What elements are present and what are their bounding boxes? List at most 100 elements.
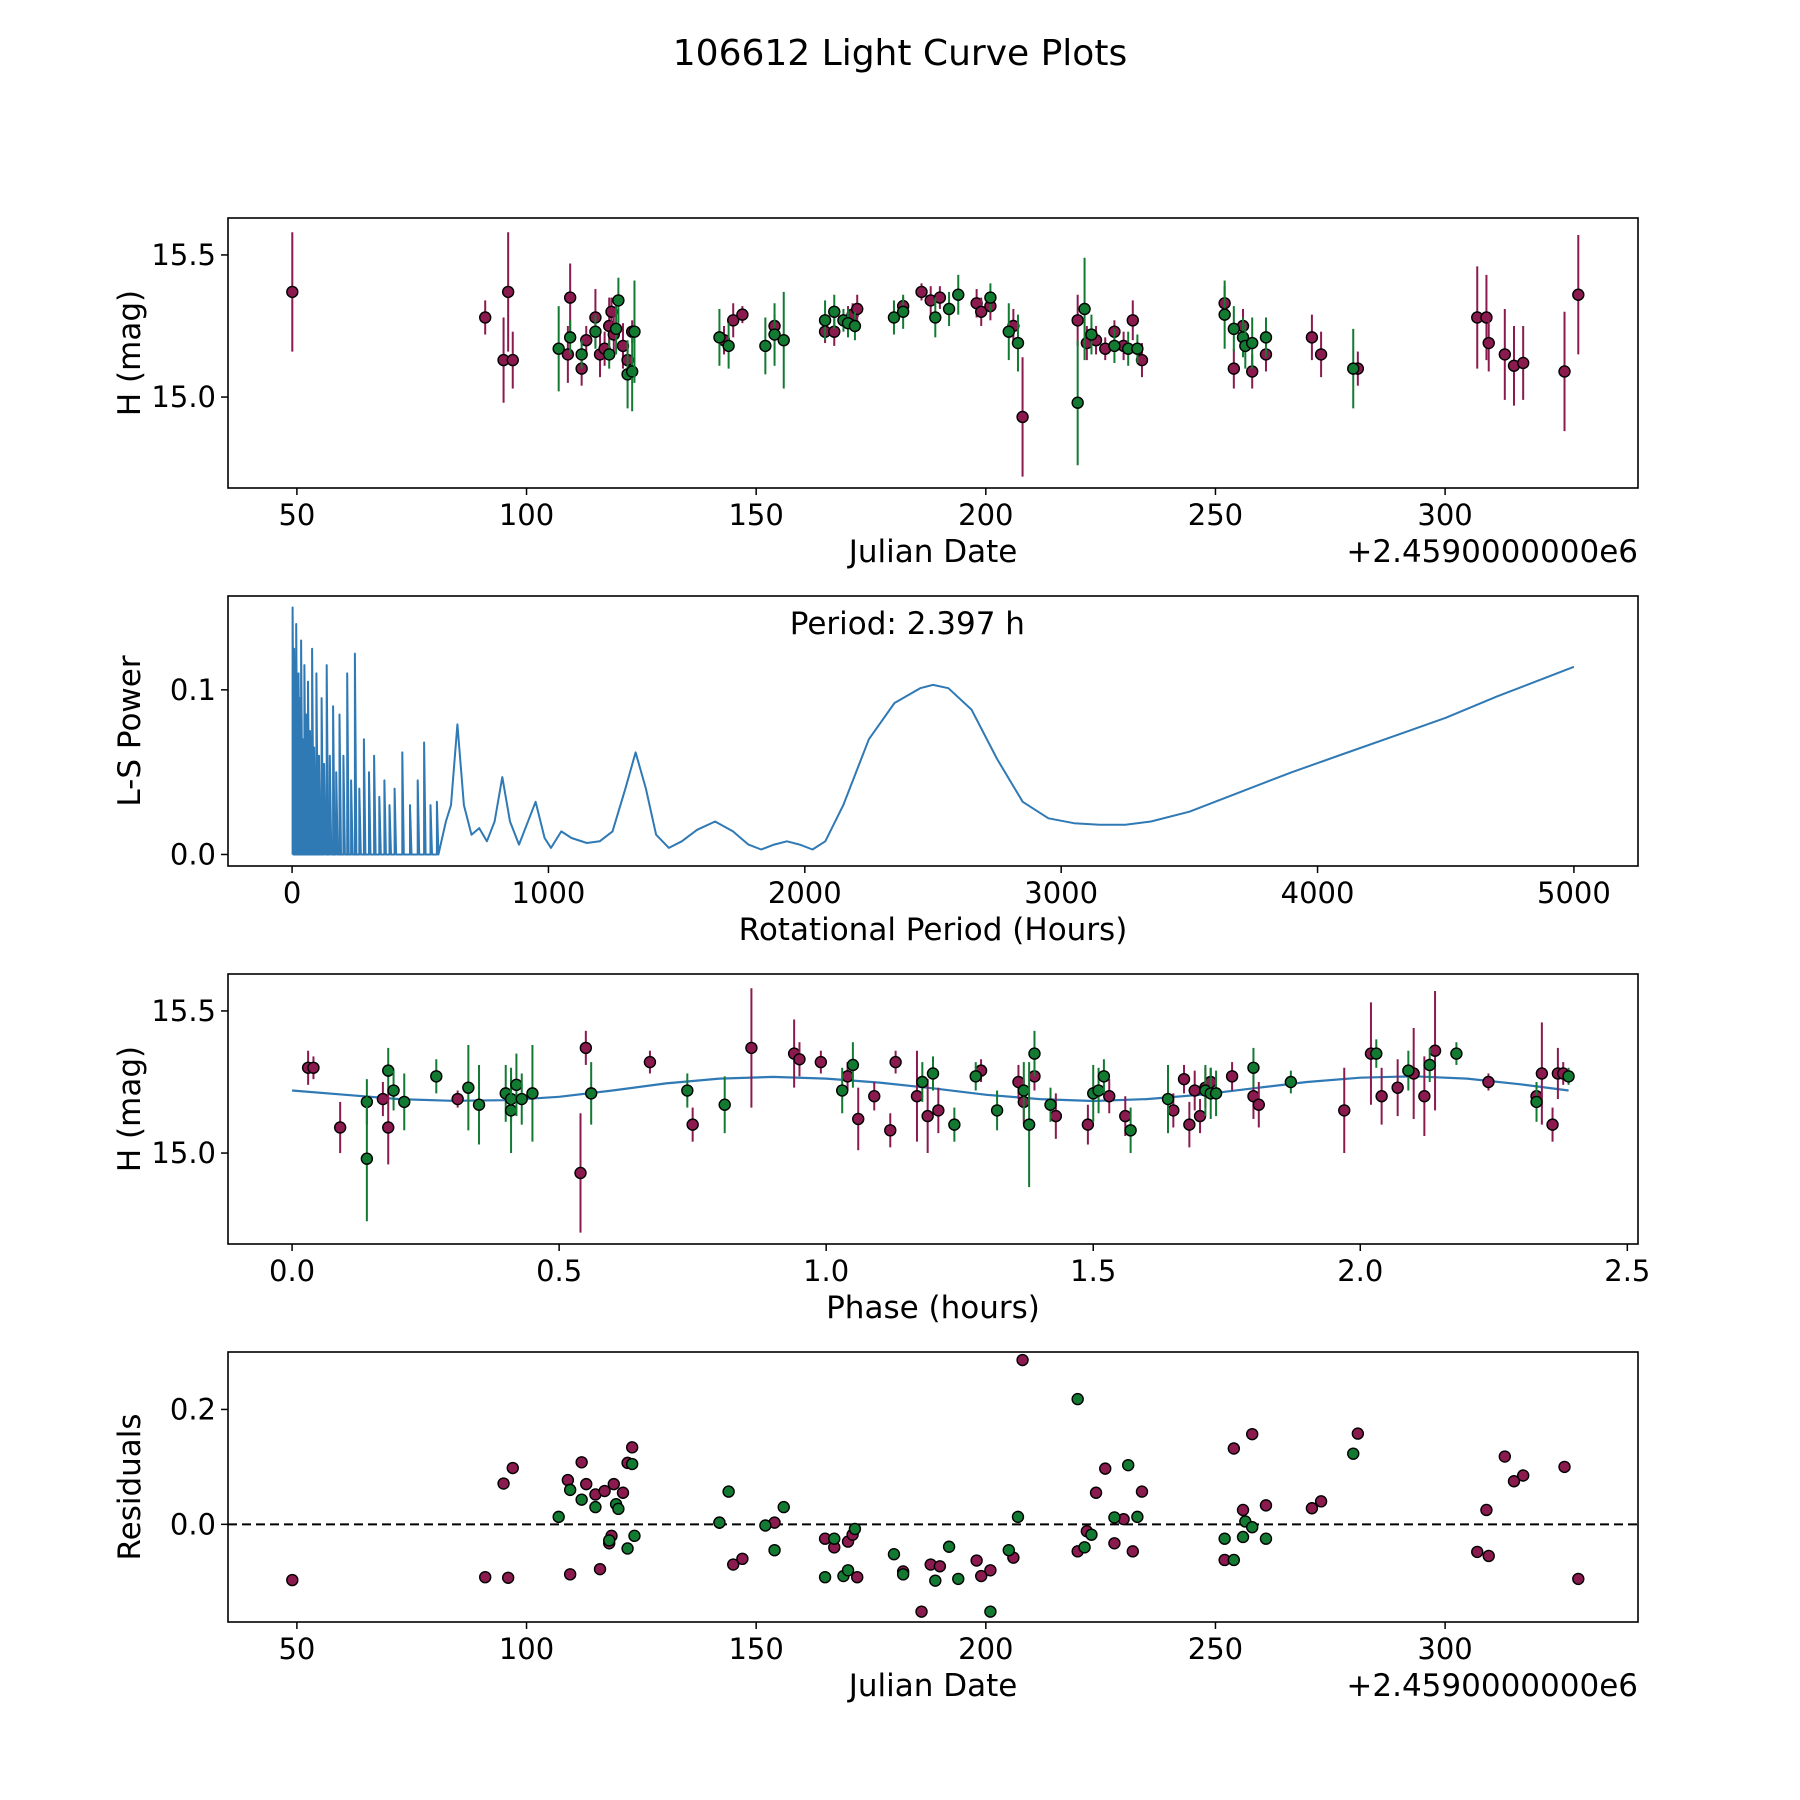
data-point xyxy=(1119,1109,1132,1123)
period-annotation: Period: 2.397 h xyxy=(790,606,1025,642)
data-point xyxy=(1507,1475,1521,1488)
x-tick-label: 150 xyxy=(728,498,783,532)
x-tick-label: 250 xyxy=(1188,498,1243,532)
data-point xyxy=(501,1571,515,1584)
data-point xyxy=(563,1568,577,1581)
x-offset-label: +2.4590000000e6 xyxy=(1346,1668,1638,1704)
residuals-axes-frame xyxy=(227,1351,1639,1623)
y-tick-label: 0.1 xyxy=(170,673,216,707)
x-tick-label: 250 xyxy=(1188,1632,1243,1666)
x-axis-label: Rotational Period (Hours) xyxy=(739,912,1128,948)
data-point xyxy=(777,334,790,347)
x-tick-label: 50 xyxy=(278,1632,315,1666)
x-tick-label: 300 xyxy=(1417,1632,1472,1666)
data-point xyxy=(1099,1462,1112,1475)
data-point xyxy=(478,1570,492,1584)
data-point xyxy=(929,1574,942,1587)
data-point xyxy=(1562,1070,1575,1083)
data-point xyxy=(1017,1084,1030,1097)
data-point xyxy=(609,322,623,336)
power-curve xyxy=(291,606,1575,856)
data-point xyxy=(916,1075,929,1089)
data-point xyxy=(1375,1090,1388,1103)
data-point xyxy=(628,325,641,338)
data-point xyxy=(1516,356,1530,370)
data-point xyxy=(628,1529,641,1543)
data-point xyxy=(1227,1442,1241,1455)
data-point xyxy=(1081,1118,1095,1131)
data-point xyxy=(1071,1392,1084,1406)
data-point xyxy=(1227,362,1241,375)
data-point xyxy=(625,1441,639,1454)
data-point xyxy=(1558,365,1571,378)
x-tick-label: 0 xyxy=(283,876,301,910)
data-point xyxy=(1498,1450,1512,1463)
data-point xyxy=(1089,1486,1103,1499)
data-point xyxy=(589,325,602,338)
data-point xyxy=(1530,1095,1543,1109)
data-point xyxy=(1227,322,1241,336)
data-point xyxy=(563,291,577,304)
x-axis-label: Julian Date xyxy=(847,1668,1018,1704)
data-point xyxy=(603,1534,616,1547)
residuals-marks xyxy=(228,1353,1638,1618)
data-point xyxy=(603,348,616,361)
data-point xyxy=(607,1477,620,1491)
data-point xyxy=(1338,1104,1351,1117)
data-point xyxy=(1126,1545,1139,1558)
data-point xyxy=(1124,1124,1137,1137)
data-point xyxy=(552,1510,565,1524)
data-point xyxy=(1028,1047,1041,1060)
y-axis-label: H (mag) xyxy=(112,1046,148,1172)
data-point xyxy=(984,1564,997,1577)
data-point xyxy=(926,1067,940,1080)
data-point xyxy=(948,1118,961,1131)
data-point xyxy=(451,1092,464,1106)
data-point xyxy=(1246,1427,1259,1441)
data-point xyxy=(1085,328,1098,341)
data-point xyxy=(1011,1510,1025,1524)
data-point xyxy=(1558,1460,1571,1474)
x-tick-label: 1.5 xyxy=(1070,1254,1116,1288)
data-point xyxy=(1480,1503,1493,1517)
data-point xyxy=(887,311,901,324)
phased-panel: 0.0 0.5 1.0 1.5 2.0 2.5 15.0 15.5 Phase (hours) H… xyxy=(112,973,1650,1326)
data-point xyxy=(1071,396,1084,409)
x-tick-label: 100 xyxy=(499,1632,554,1666)
data-point xyxy=(552,342,565,355)
data-point xyxy=(1498,348,1512,361)
data-point xyxy=(952,1572,965,1586)
data-point xyxy=(759,1519,772,1532)
data-point xyxy=(1108,339,1121,353)
x-tick-label: 2.5 xyxy=(1604,1254,1650,1288)
data-point xyxy=(1121,1458,1135,1472)
data-point xyxy=(593,1562,607,1576)
data-point xyxy=(910,1090,924,1103)
lightcurve-axes-frame xyxy=(227,217,1639,489)
data-point xyxy=(846,1058,860,1072)
data-point xyxy=(612,294,625,307)
y-tick-label: 15.0 xyxy=(151,380,216,414)
data-point xyxy=(1535,1067,1549,1080)
data-point xyxy=(1423,1058,1436,1072)
data-point xyxy=(1546,1118,1559,1131)
data-point xyxy=(896,305,910,318)
data-point xyxy=(1183,1118,1196,1131)
data-point xyxy=(915,1605,928,1618)
residuals-panel: 50 100 150 200 250 300 0.0 0.2 Julian Date Residu… xyxy=(112,1351,1639,1704)
data-point xyxy=(727,1558,740,1571)
x-offset-label: +2.4590000000e6 xyxy=(1346,534,1638,570)
data-point xyxy=(952,288,965,301)
y-axis-label: Residuals xyxy=(112,1413,148,1560)
data-point xyxy=(1259,1499,1273,1512)
x-tick-label: 2000 xyxy=(768,876,842,910)
data-point xyxy=(478,311,492,324)
x-tick-label: 200 xyxy=(958,1632,1013,1666)
phased-marks xyxy=(292,988,1575,1233)
x-axis-label: Phase (hours) xyxy=(826,1290,1040,1326)
data-point xyxy=(387,1084,400,1097)
data-point xyxy=(376,1092,390,1106)
data-point xyxy=(1177,1072,1191,1086)
